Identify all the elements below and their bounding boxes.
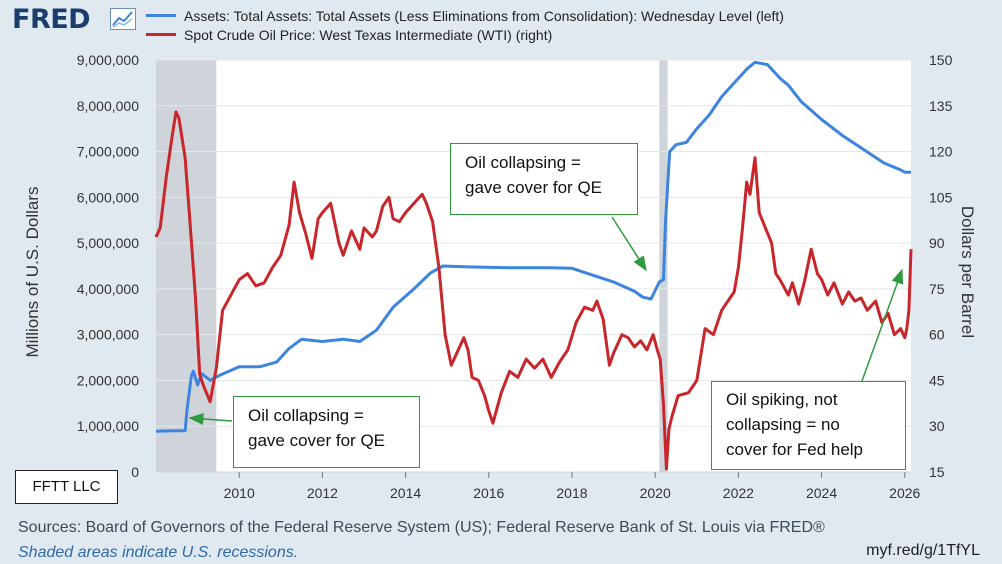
left-axis-label: Millions of U.S. Dollars <box>23 187 42 358</box>
arrow-to-2009-collapse <box>188 412 233 425</box>
annotation-oil-spiking-2026: Oil spiking, not collapsing = no cover f… <box>711 381 906 470</box>
trend-chart-icon <box>110 8 136 30</box>
annotation-arrows <box>188 216 904 425</box>
left-axis-ticks: 0 1,000,000 2,000,000 3,000,000 4,000,000 5,0… <box>77 52 140 480</box>
annotation-line: gave cover for QE <box>465 178 603 197</box>
arrow-to-2026-spike <box>861 268 904 382</box>
assets-series-line <box>155 60 911 433</box>
right-tick-label: 75 <box>929 281 945 297</box>
annotation-line: Oil spiking, not <box>726 390 838 409</box>
right-axis-ticks: 15 30 45 60 75 90 105 120 135 150 <box>929 52 953 480</box>
annotation-line: gave cover for QE <box>248 431 386 450</box>
arrow-to-2020-collapse <box>611 216 647 272</box>
chart-legend: Assets: Total Assets: Total Assets (Less… <box>146 6 784 44</box>
x-tick-label: 2026 <box>889 485 920 501</box>
legend-label-assets: Assets: Total Assets: Total Assets (Less… <box>184 7 784 24</box>
x-axis-ticks: 2010 2012 2014 2016 2018 2020 2022 2024 2026 <box>224 472 921 501</box>
x-tick-label: 2012 <box>307 485 338 501</box>
right-tick-label: 45 <box>929 372 945 388</box>
left-tick-label: 7,000,000 <box>77 144 139 160</box>
annotation-line: collapsing = no <box>726 415 840 434</box>
oil-price-series-line <box>154 110 913 471</box>
x-tick-label: 2022 <box>723 485 754 501</box>
x-tick-label: 2016 <box>473 485 504 501</box>
legend-entry-assets[interactable]: Assets: Total Assets: Total Assets (Less… <box>146 6 784 25</box>
x-tick-label: 2018 <box>556 485 587 501</box>
right-tick-label: 90 <box>929 235 945 251</box>
fred-logo[interactable]: FRED <box>12 4 91 35</box>
left-tick-label: 8,000,000 <box>77 98 139 114</box>
legend-entry-oil[interactable]: Spot Crude Oil Price: West Texas Interme… <box>146 25 784 44</box>
right-tick-label: 30 <box>929 418 945 434</box>
recession-band <box>156 60 217 472</box>
annotation-oil-collapse-2009: Oil collapsing = gave cover for QE <box>233 396 420 468</box>
annotation-line: Oil collapsing = <box>248 406 364 425</box>
watermark-box: FFTT LLC <box>15 470 118 504</box>
footer-sources: Sources: Board of Governors of the Feder… <box>18 519 825 536</box>
left-tick-label: 4,000,000 <box>77 281 139 297</box>
left-tick-label: 9,000,000 <box>77 52 139 68</box>
right-axis-label: Dollars per Barrel <box>958 206 977 338</box>
series-lines <box>154 60 913 471</box>
footer-short-link[interactable]: myf.red/g/1TfYL <box>866 542 980 559</box>
right-tick-label: 120 <box>929 144 953 160</box>
right-tick-label: 15 <box>929 464 945 480</box>
annotation-line: cover for Fed help <box>726 440 864 459</box>
left-tick-label: 3,000,000 <box>77 327 139 343</box>
right-tick-label: 105 <box>929 189 953 205</box>
left-tick-label: 0 <box>131 464 139 480</box>
right-tick-label: 135 <box>929 98 953 114</box>
legend-swatch-oil <box>146 33 176 36</box>
legend-swatch-assets <box>146 14 176 17</box>
x-tick-label: 2024 <box>806 485 837 501</box>
x-tick-label: 2020 <box>640 485 671 501</box>
legend-label-oil: Spot Crude Oil Price: West Texas Interme… <box>184 26 553 43</box>
right-tick-label: 150 <box>929 52 953 68</box>
left-tick-label: 5,000,000 <box>77 235 139 251</box>
left-tick-label: 2,000,000 <box>77 372 139 388</box>
x-tick-label: 2010 <box>224 485 255 501</box>
footer-recession-note: Shaded areas indicate U.S. recessions. <box>18 544 299 561</box>
x-tick-label: 2014 <box>390 485 421 501</box>
left-tick-label: 6,000,000 <box>77 189 139 205</box>
left-tick-label: 1,000,000 <box>77 418 139 434</box>
annotation-oil-collapse-2020: Oil collapsing = gave cover for QE <box>450 143 638 215</box>
right-tick-label: 60 <box>929 327 945 343</box>
annotation-line: Oil collapsing = <box>465 153 581 172</box>
